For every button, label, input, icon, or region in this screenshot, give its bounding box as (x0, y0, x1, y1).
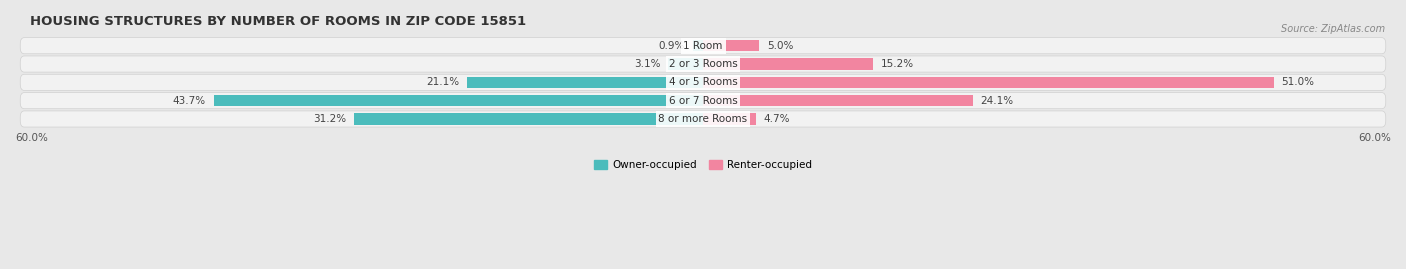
Text: 3.1%: 3.1% (634, 59, 661, 69)
Bar (703, 113, 755, 125)
Text: 24.1%: 24.1% (980, 96, 1014, 106)
Bar (703, 40, 759, 51)
Bar (693, 40, 703, 51)
Text: 31.2%: 31.2% (312, 114, 346, 124)
Bar (467, 77, 703, 88)
Bar (703, 77, 1274, 88)
Text: 4.7%: 4.7% (763, 114, 790, 124)
Bar (668, 58, 703, 70)
Text: 6 or 7 Rooms: 6 or 7 Rooms (669, 96, 737, 106)
Text: 21.1%: 21.1% (426, 77, 458, 87)
Bar (214, 95, 703, 106)
Text: 5.0%: 5.0% (766, 41, 793, 51)
Text: 51.0%: 51.0% (1282, 77, 1315, 87)
FancyBboxPatch shape (20, 56, 1386, 72)
Text: 43.7%: 43.7% (173, 96, 207, 106)
Text: 1 Room: 1 Room (683, 41, 723, 51)
Text: 0.9%: 0.9% (659, 41, 685, 51)
FancyBboxPatch shape (20, 38, 1386, 54)
Legend: Owner-occupied, Renter-occupied: Owner-occupied, Renter-occupied (591, 156, 815, 174)
Text: 8 or more Rooms: 8 or more Rooms (658, 114, 748, 124)
FancyBboxPatch shape (20, 74, 1386, 90)
Text: 2 or 3 Rooms: 2 or 3 Rooms (669, 59, 737, 69)
Bar (354, 113, 703, 125)
Text: Source: ZipAtlas.com: Source: ZipAtlas.com (1281, 24, 1385, 34)
Text: 4 or 5 Rooms: 4 or 5 Rooms (669, 77, 737, 87)
Bar (703, 58, 873, 70)
Text: 15.2%: 15.2% (882, 59, 914, 69)
FancyBboxPatch shape (20, 93, 1386, 109)
Bar (703, 95, 973, 106)
Text: HOUSING STRUCTURES BY NUMBER OF ROOMS IN ZIP CODE 15851: HOUSING STRUCTURES BY NUMBER OF ROOMS IN… (30, 15, 526, 28)
FancyBboxPatch shape (20, 111, 1386, 127)
